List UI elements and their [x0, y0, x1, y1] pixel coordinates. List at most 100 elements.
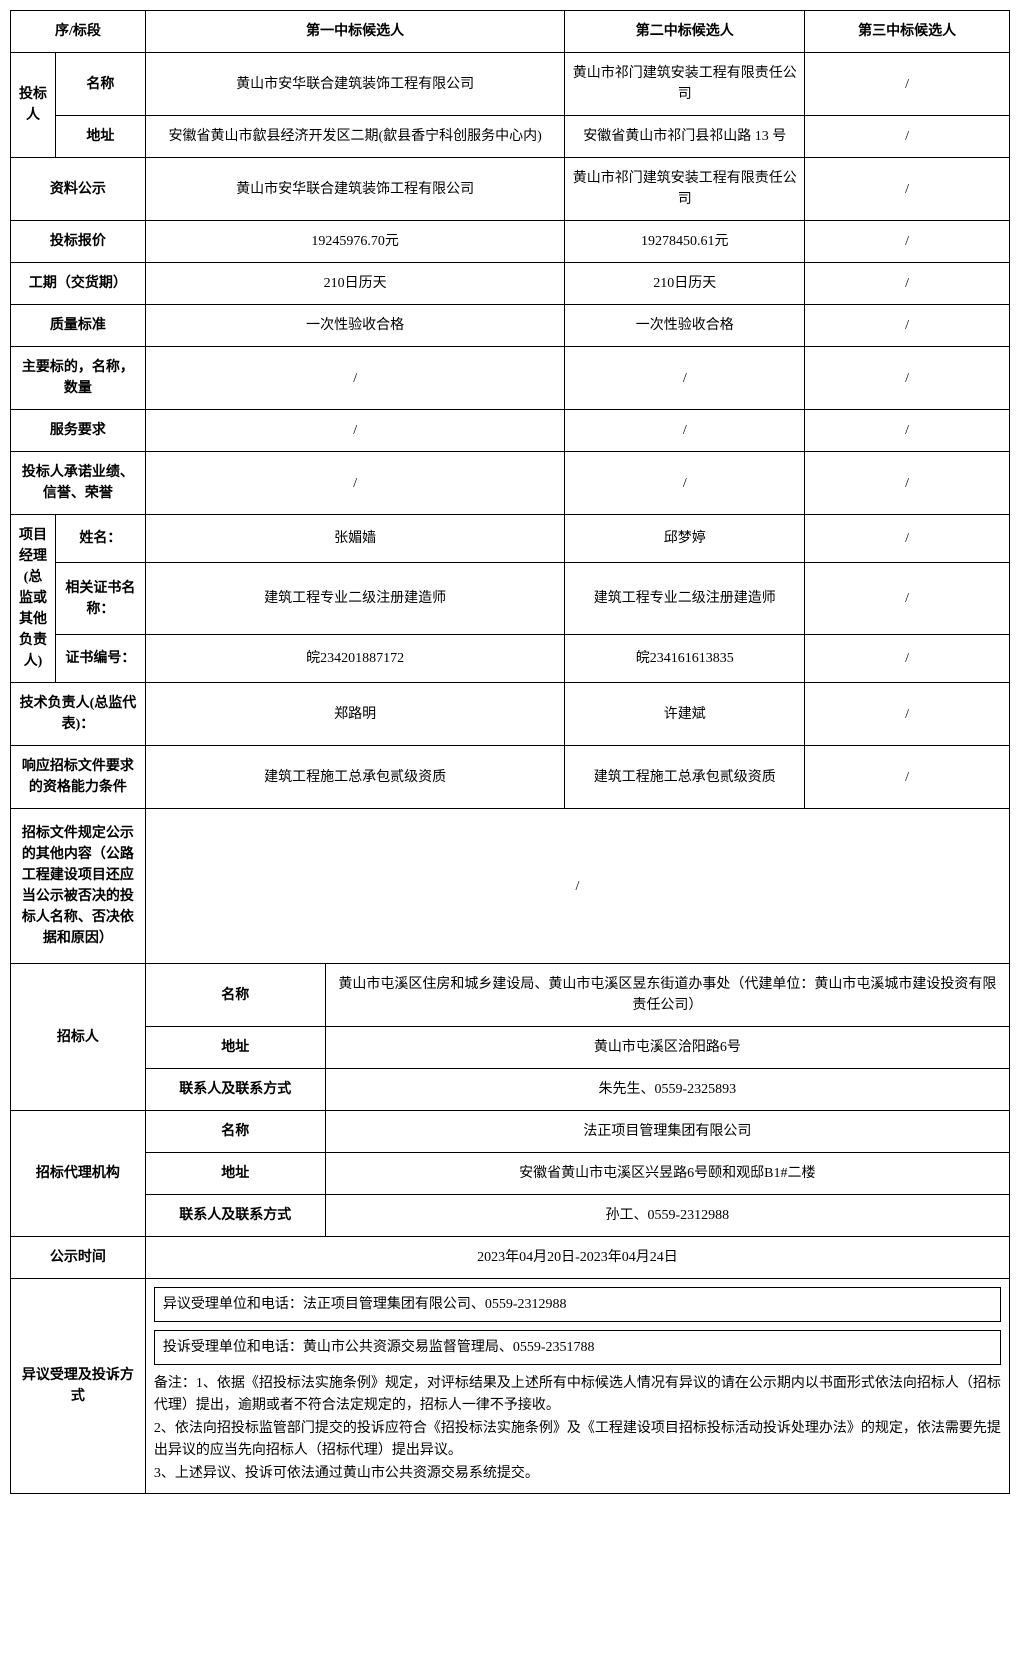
label-pm-cert: 相关证书名称：	[55, 563, 145, 635]
row-pm-name: 项目经理(总监或其他负责人) 姓名： 张媚嫱 邱梦婷 /	[11, 515, 1010, 563]
val-qual-c2: 建筑工程施工总承包贰级资质	[565, 746, 805, 809]
val-addr-c1: 安徽省黄山市歙县经济开发区二期(歙县香宁科创服务中心内)	[145, 116, 565, 158]
label-quality: 质量标准	[11, 305, 146, 347]
val-qual-c3: /	[805, 746, 1010, 809]
val-pm-certno-c3: /	[805, 635, 1010, 683]
row-agent-name: 招标代理机构 名称 法正项目管理集团有限公司	[11, 1111, 1010, 1153]
label-qual: 响应招标文件要求的资格能力条件	[11, 746, 146, 809]
row-price: 投标报价 19245976.70元 19278450.61元 /	[11, 221, 1010, 263]
val-pm-cert-c2: 建筑工程专业二级注册建造师	[565, 563, 805, 635]
label-disclosure: 资料公示	[11, 158, 146, 221]
label-subject: 主要标的，名称，数量	[11, 347, 146, 410]
val-agent-contact: 孙工、0559-2312988	[325, 1195, 1009, 1237]
val-pm-certno-c1: 皖234201887172	[145, 635, 565, 683]
val-name-c3: /	[805, 53, 1010, 116]
col-header-c1: 第一中标候选人	[145, 11, 565, 53]
col-header-c2: 第二中标候选人	[565, 11, 805, 53]
val-service-c1: /	[145, 410, 565, 452]
val-owner-addr: 黄山市屯溪区洽阳路6号	[325, 1027, 1009, 1069]
val-name-c2: 黄山市祁门建筑安装工程有限责任公司	[565, 53, 805, 116]
val-pm-name-c3: /	[805, 515, 1010, 563]
label-price: 投标报价	[11, 221, 146, 263]
val-disclosure-c3: /	[805, 158, 1010, 221]
label-owner-contact: 联系人及联系方式	[145, 1069, 325, 1111]
val-other: /	[145, 809, 1009, 964]
row-service: 服务要求 / / /	[11, 410, 1010, 452]
label-pm-group: 项目经理(总监或其他负责人)	[11, 515, 56, 683]
val-period: 2023年04月20日-2023年04月24日	[145, 1237, 1009, 1279]
row-quality: 质量标准 一次性验收合格 一次性验收合格 /	[11, 305, 1010, 347]
val-owner-contact: 朱先生、0559-2325893	[325, 1069, 1009, 1111]
label-duration: 工期（交货期）	[11, 263, 146, 305]
label-owner-name: 名称	[145, 964, 325, 1027]
row-bidder-name: 投标人 名称 黄山市安华联合建筑装饰工程有限公司 黄山市祁门建筑安装工程有限责任…	[11, 53, 1010, 116]
val-service-c2: /	[565, 410, 805, 452]
val-duration-c3: /	[805, 263, 1010, 305]
label-name: 名称	[55, 53, 145, 116]
row-disclosure: 资料公示 黄山市安华联合建筑装饰工程有限公司 黄山市祁门建筑安装工程有限责任公司…	[11, 158, 1010, 221]
label-promise: 投标人承诺业绩、信誉、荣誉	[11, 452, 146, 515]
label-objection: 异议受理及投诉方式	[11, 1279, 146, 1494]
val-pm-certno-c2: 皖234161613835	[565, 635, 805, 683]
row-agent-contact: 联系人及联系方式 孙工、0559-2312988	[11, 1195, 1010, 1237]
label-agent-contact: 联系人及联系方式	[145, 1195, 325, 1237]
objection-box-2: 投诉受理单位和电话：黄山市公共资源交易监督管理局、0559-2351788	[154, 1330, 1001, 1365]
val-quality-c1: 一次性验收合格	[145, 305, 565, 347]
val-duration-c2: 210日历天	[565, 263, 805, 305]
label-addr: 地址	[55, 116, 145, 158]
objection-box-1: 异议受理单位和电话：法正项目管理集团有限公司、0559-2312988	[154, 1287, 1001, 1322]
val-owner-name: 黄山市屯溪区住房和城乡建设局、黄山市屯溪区昱东街道办事处（代建单位：黄山市屯溪城…	[325, 964, 1009, 1027]
val-subject-c1: /	[145, 347, 565, 410]
val-quality-c3: /	[805, 305, 1010, 347]
row-subject: 主要标的，名称，数量 / / /	[11, 347, 1010, 410]
label-agent-group: 招标代理机构	[11, 1111, 146, 1237]
label-agent-name: 名称	[145, 1111, 325, 1153]
val-addr-c3: /	[805, 116, 1010, 158]
row-owner-contact: 联系人及联系方式 朱先生、0559-2325893	[11, 1069, 1010, 1111]
row-promise: 投标人承诺业绩、信誉、荣誉 / / /	[11, 452, 1010, 515]
row-other: 招标文件规定公示的其他内容（公路工程建设项目还应当公示被否决的投标人名称、否决依…	[11, 809, 1010, 964]
val-tech-c1: 郑路明	[145, 683, 565, 746]
objection-notes: 备注：1、依据《招投标法实施条例》规定，对评标结果及上述所有中标候选人情况有异议…	[154, 1373, 1001, 1485]
label-tech: 技术负责人(总监代表)：	[11, 683, 146, 746]
val-qual-c1: 建筑工程施工总承包贰级资质	[145, 746, 565, 809]
label-service: 服务要求	[11, 410, 146, 452]
val-promise-c2: /	[565, 452, 805, 515]
val-pm-name-c1: 张媚嫱	[145, 515, 565, 563]
label-bidder-group: 投标人	[11, 53, 56, 158]
val-tech-c3: /	[805, 683, 1010, 746]
val-duration-c1: 210日历天	[145, 263, 565, 305]
row-pm-cert: 相关证书名称： 建筑工程专业二级注册建造师 建筑工程专业二级注册建造师 /	[11, 563, 1010, 635]
val-pm-name-c2: 邱梦婷	[565, 515, 805, 563]
row-duration: 工期（交货期） 210日历天 210日历天 /	[11, 263, 1010, 305]
row-pm-certno: 证书编号： 皖234201887172 皖234161613835 /	[11, 635, 1010, 683]
header-row: 序/标段 第一中标候选人 第二中标候选人 第三中标候选人	[11, 11, 1010, 53]
row-agent-addr: 地址 安徽省黄山市屯溪区兴昱路6号颐和观邸B1#二楼	[11, 1153, 1010, 1195]
label-pm-name: 姓名：	[55, 515, 145, 563]
val-service-c3: /	[805, 410, 1010, 452]
label-agent-addr: 地址	[145, 1153, 325, 1195]
row-owner-addr: 地址 黄山市屯溪区洽阳路6号	[11, 1027, 1010, 1069]
col-header-c3: 第三中标候选人	[805, 11, 1010, 53]
val-price-c3: /	[805, 221, 1010, 263]
val-disclosure-c1: 黄山市安华联合建筑装饰工程有限公司	[145, 158, 565, 221]
val-disclosure-c2: 黄山市祁门建筑安装工程有限责任公司	[565, 158, 805, 221]
val-pm-cert-c3: /	[805, 563, 1010, 635]
row-tech: 技术负责人(总监代表)： 郑路明 许建斌 /	[11, 683, 1010, 746]
val-subject-c3: /	[805, 347, 1010, 410]
row-bidder-addr: 地址 安徽省黄山市歙县经济开发区二期(歙县香宁科创服务中心内) 安徽省黄山市祁门…	[11, 116, 1010, 158]
label-pm-certno: 证书编号：	[55, 635, 145, 683]
val-objection: 异议受理单位和电话：法正项目管理集团有限公司、0559-2312988 投诉受理…	[145, 1279, 1009, 1494]
val-addr-c2: 安徽省黄山市祁门县祁山路 13 号	[565, 116, 805, 158]
label-period: 公示时间	[11, 1237, 146, 1279]
val-promise-c3: /	[805, 452, 1010, 515]
val-subject-c2: /	[565, 347, 805, 410]
label-owner-addr: 地址	[145, 1027, 325, 1069]
val-promise-c1: /	[145, 452, 565, 515]
val-price-c1: 19245976.70元	[145, 221, 565, 263]
val-quality-c2: 一次性验收合格	[565, 305, 805, 347]
row-qual: 响应招标文件要求的资格能力条件 建筑工程施工总承包贰级资质 建筑工程施工总承包贰…	[11, 746, 1010, 809]
bid-announcement-table: 序/标段 第一中标候选人 第二中标候选人 第三中标候选人 投标人 名称 黄山市安…	[10, 10, 1010, 1494]
val-name-c1: 黄山市安华联合建筑装饰工程有限公司	[145, 53, 565, 116]
val-agent-name: 法正项目管理集团有限公司	[325, 1111, 1009, 1153]
